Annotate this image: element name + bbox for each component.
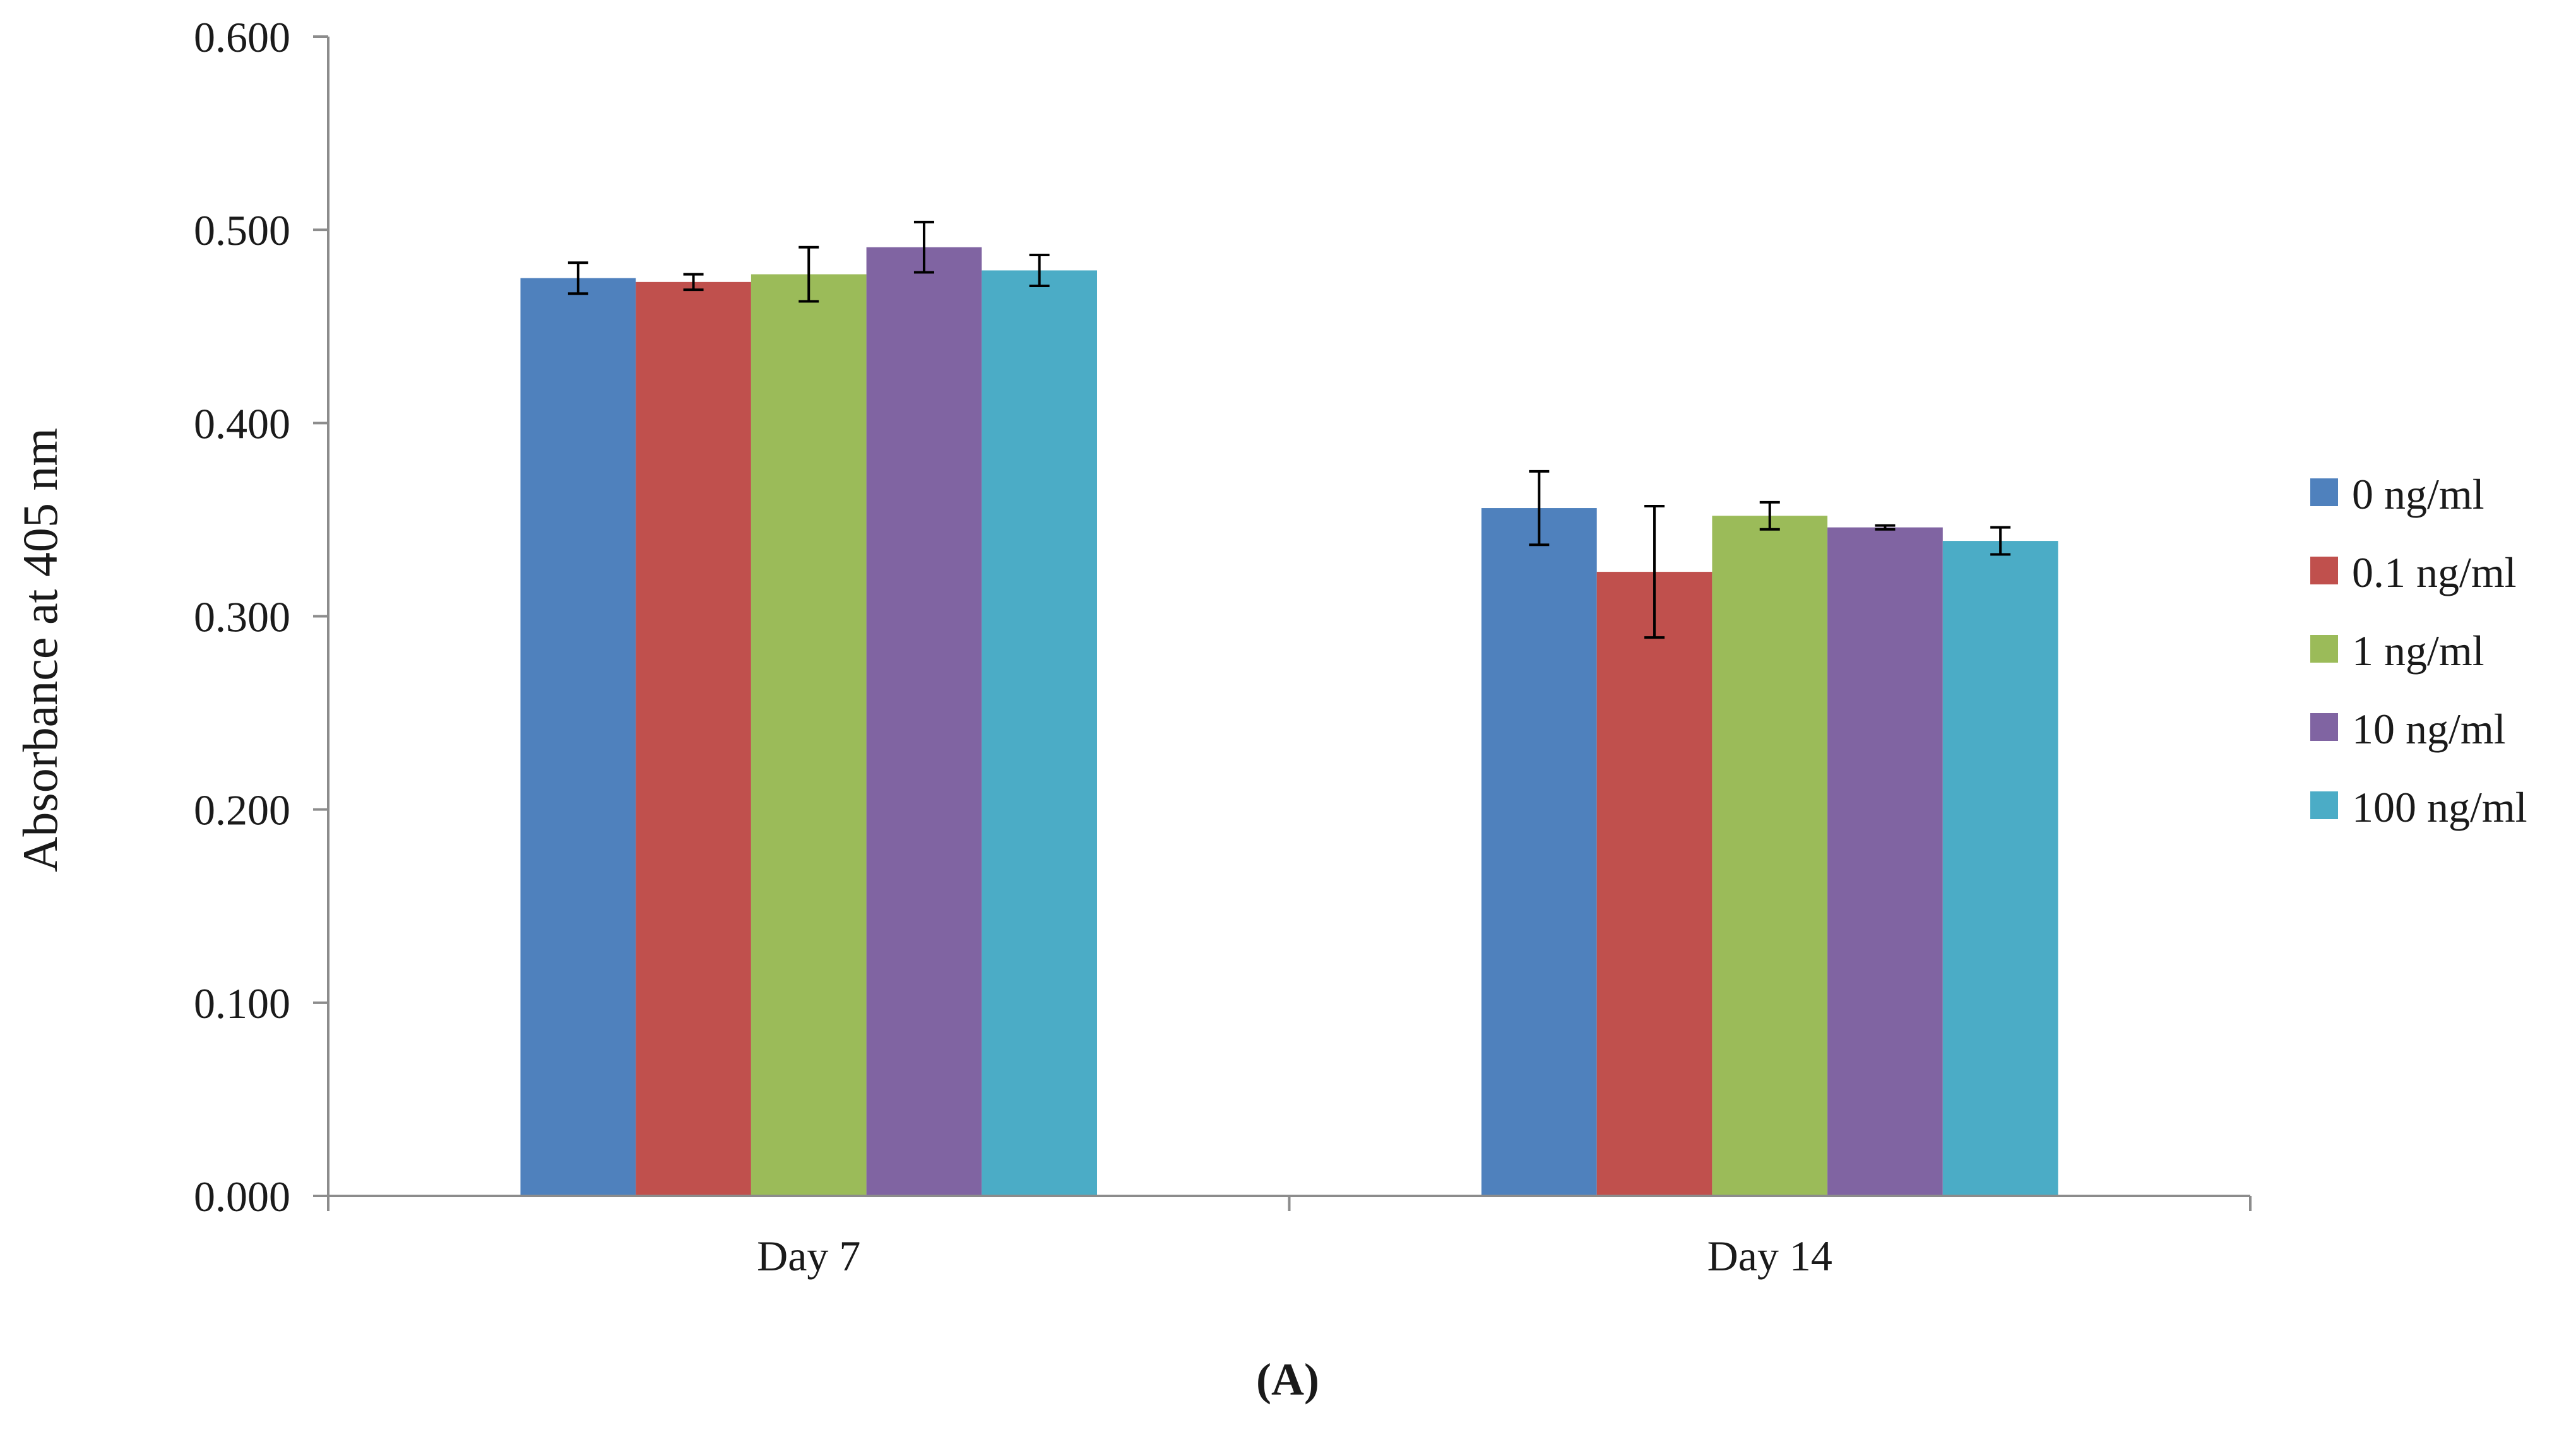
bar <box>1712 516 1828 1196</box>
y-tick-label: 0.000 <box>194 1173 290 1221</box>
legend-swatch <box>2310 478 2338 506</box>
x-category-label: Day 7 <box>757 1232 860 1280</box>
bar <box>751 274 867 1197</box>
legend: 0 ng/ml 0.1 ng/ml 1 ng/ml 10 ng/ml 100 ng/ml <box>2310 470 2527 831</box>
bar <box>1596 572 1712 1196</box>
bar <box>1481 508 1597 1197</box>
legend-swatch <box>2310 791 2338 819</box>
legend-swatch <box>2310 635 2338 663</box>
legend-label: 0.1 ng/ml <box>2352 548 2517 596</box>
y-tick-label: 0.200 <box>194 786 290 834</box>
x-category-label: Day 14 <box>1707 1232 1832 1280</box>
x-axis-category-labels: Day 7 Day 14 <box>757 1232 1832 1280</box>
y-tick-label: 0.300 <box>194 593 290 641</box>
legend-swatch <box>2310 713 2338 741</box>
legend-label: 10 ng/ml <box>2352 705 2506 753</box>
legend-swatch <box>2310 557 2338 584</box>
bar <box>520 278 636 1196</box>
y-axis-title: Absorbance at 405 nm <box>13 428 68 872</box>
bars <box>520 247 2058 1197</box>
legend-label: 0 ng/ml <box>2352 470 2484 518</box>
legend-label: 100 ng/ml <box>2352 783 2527 831</box>
panel-label: (A) <box>1256 1354 1319 1405</box>
legend-label: 1 ng/ml <box>2352 627 2484 675</box>
y-tick-label: 0.600 <box>194 13 290 61</box>
bar <box>636 281 751 1196</box>
axes <box>327 37 2252 1211</box>
bar <box>982 270 1097 1196</box>
error-bars <box>567 220 2011 639</box>
y-tick-label: 0.100 <box>194 979 290 1027</box>
bar <box>1942 541 2058 1196</box>
bar <box>1827 527 1943 1196</box>
y-axis-ticks: 0.000 0.100 0.200 0.300 0.400 0.500 0.600 <box>194 13 328 1221</box>
bar <box>866 247 982 1196</box>
y-tick-label: 0.500 <box>194 206 290 254</box>
y-tick-label: 0.400 <box>194 399 290 447</box>
